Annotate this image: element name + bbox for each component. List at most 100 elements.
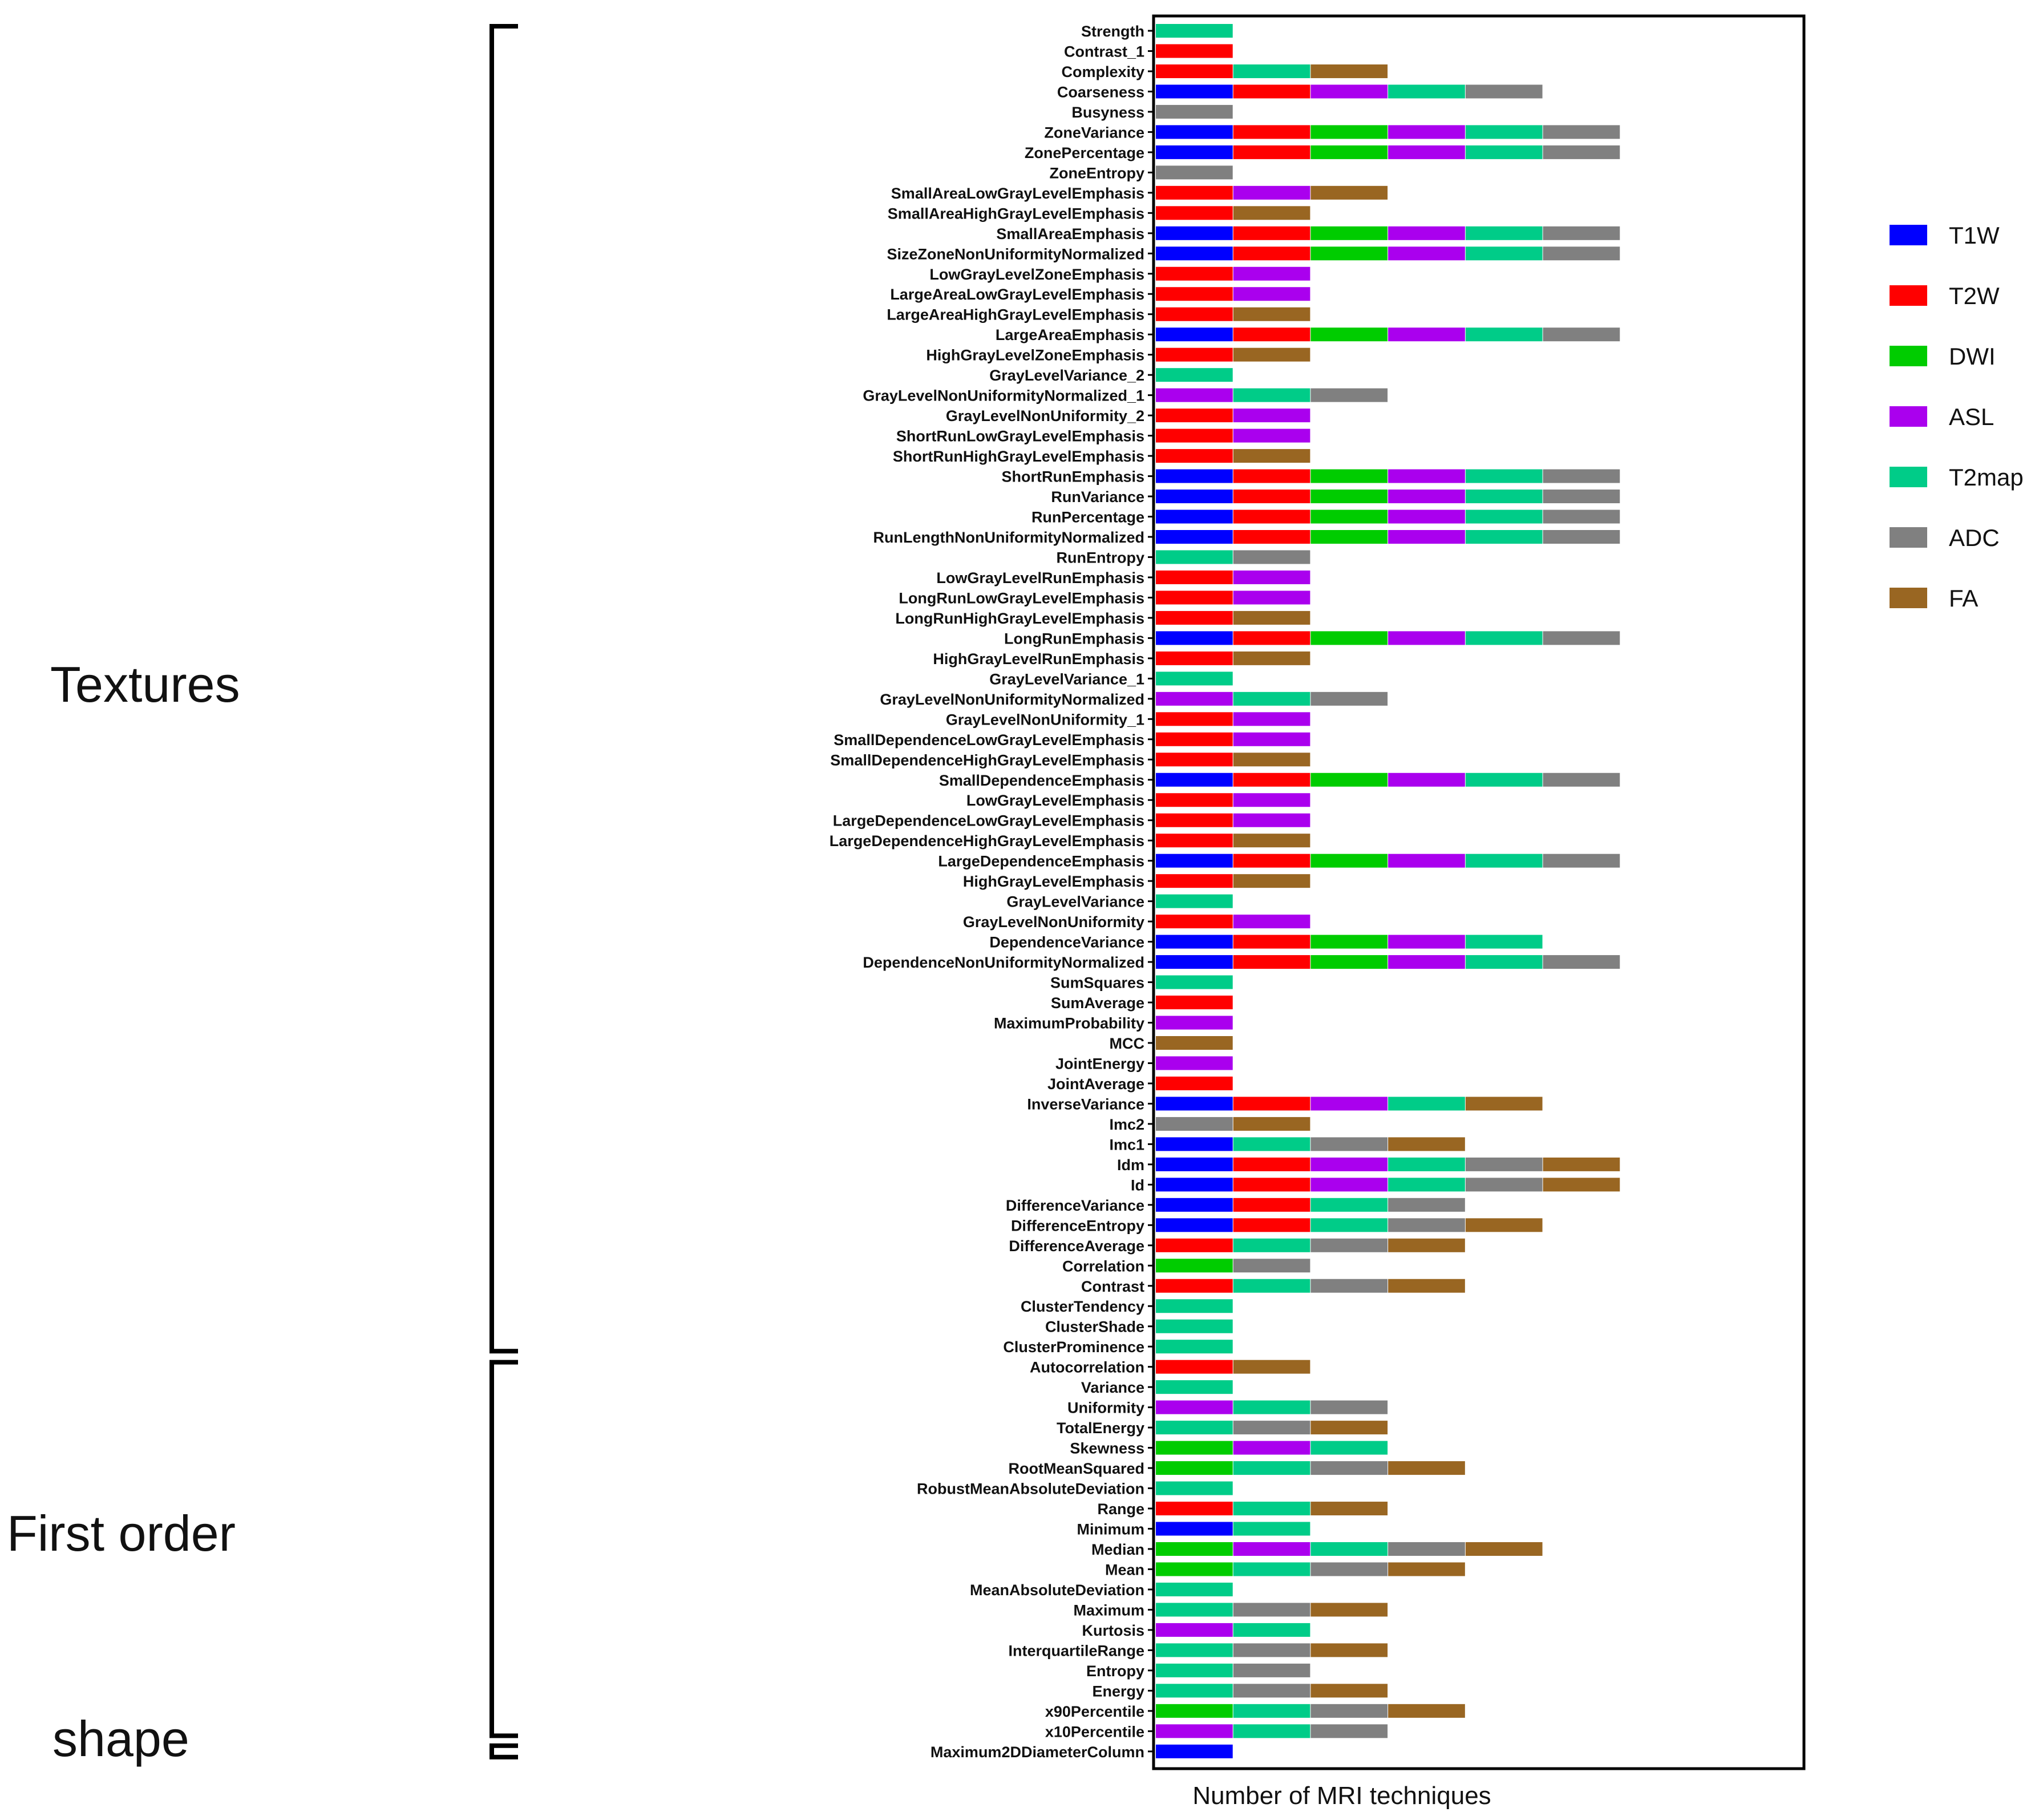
bar-segment-asl (1156, 1056, 1233, 1070)
bar-segment-t1w (1156, 530, 1233, 544)
bar-segment-t2map (1156, 1643, 1233, 1657)
bar-segment-t1w (1156, 773, 1233, 787)
group-brackets: Textures First order shape (7, 24, 518, 1767)
bar-segment-t2map (1233, 1137, 1310, 1151)
feature-label: SumAverage (1051, 994, 1144, 1012)
bar-segment-t2w (1233, 509, 1310, 524)
bar-segment-t2map (1156, 24, 1233, 38)
feature-label: SizeZoneNonUniformityNormalized (887, 245, 1144, 262)
feature-label: TotalEnergy (1057, 1419, 1144, 1437)
feature-label: DependenceVariance (989, 934, 1144, 951)
bar-segment-asl (1233, 813, 1310, 827)
bar-segment-t2map (1156, 894, 1233, 908)
bar-segment-asl (1233, 266, 1310, 281)
bar-segment-t2w (1233, 854, 1310, 868)
bar-segment-t2map (1233, 64, 1310, 78)
feature-label: Median (1091, 1541, 1144, 1558)
bar-segment-adc (1233, 550, 1310, 564)
feature-label: Minimum (1077, 1521, 1145, 1538)
bar-segment-asl (1388, 854, 1465, 868)
feature-label: InterquartileRange (1008, 1642, 1144, 1659)
bar-segment-t2map (1156, 975, 1233, 989)
feature-label: Correlation (1062, 1257, 1144, 1275)
bar-segment-dwi (1310, 125, 1388, 139)
bar-segment-dwi (1156, 1259, 1233, 1273)
bar-segment-asl (1388, 773, 1465, 787)
bar-segment-fa (1233, 834, 1310, 848)
bar-segment-fa (1388, 1279, 1465, 1293)
bar-segment-t2w (1156, 1279, 1233, 1293)
legend: T1W T2W DWI ASL T2map ADC FA (1890, 222, 2024, 612)
bar-segment-asl (1233, 570, 1310, 584)
bar-segment-asl (1310, 1157, 1388, 1171)
legend-swatch-t1w (1890, 225, 1927, 245)
bar-segment-t2map (1388, 84, 1465, 99)
bar-segment-t1w (1156, 1178, 1233, 1192)
bar-segment-dwi (1156, 1704, 1233, 1718)
bar-segment-t2map (1388, 1097, 1465, 1111)
feature-label: GrayLevelNonUniformity_1 (946, 711, 1144, 728)
bar-segment-t2w (1233, 1218, 1310, 1232)
bar-segment-t2map (1233, 1724, 1310, 1738)
bar-segment-fa (1233, 753, 1310, 767)
feature-label: LongRunHighGrayLevelEmphasis (895, 610, 1144, 627)
bar-segment-t2map (1310, 1198, 1388, 1212)
bar-segment-fa (1233, 347, 1310, 362)
bar-segment-t2map (1233, 1238, 1310, 1252)
bar-segment-t1w (1156, 1157, 1233, 1171)
feature-label: Maximum (1073, 1601, 1144, 1619)
bar-segment-fa (1388, 1137, 1465, 1151)
bar-segment-t2map (1156, 1380, 1233, 1394)
bar-segment-adc (1465, 84, 1543, 99)
bar-segment-t2w (1156, 449, 1233, 463)
bar-segment-fa (1543, 1157, 1620, 1171)
bar-segment-t2map (1156, 368, 1233, 382)
bar-segment-t2map (1156, 1663, 1233, 1677)
bar-segment-t2map (1233, 388, 1310, 402)
feature-label: MCC (1110, 1035, 1145, 1052)
bar-segment-t1w (1156, 469, 1233, 483)
bar-segment-adc (1543, 145, 1620, 159)
bar-segment-adc (1543, 226, 1620, 240)
bar-segment-fa (1310, 1643, 1388, 1657)
bar-segment-asl (1156, 388, 1233, 402)
feature-label: RootMeanSquared (1008, 1460, 1144, 1477)
feature-label: GrayLevelNonUniformityNormalized (880, 691, 1144, 708)
legend-label: DWI (1949, 343, 1996, 370)
feature-label: Entropy (1086, 1663, 1144, 1680)
feature-label: Complexity (1061, 63, 1144, 80)
feature-label: LargeAreaHighGrayLevelEmphasis (887, 306, 1144, 323)
feature-label: SmallAreaHighGrayLevelEmphasis (888, 205, 1144, 222)
bar-segment-t2map (1233, 1562, 1310, 1576)
bar-segment-adc (1543, 327, 1620, 342)
bar-segment-asl (1233, 428, 1310, 443)
bar-segment-dwi (1310, 145, 1388, 159)
bar-segment-t2w (1233, 84, 1310, 99)
feature-label: DependenceNonUniformityNormalized (863, 954, 1144, 971)
bar-segment-t1w (1156, 1744, 1233, 1758)
bar-segment-t2w (1156, 64, 1233, 78)
bar-segment-adc (1310, 1400, 1388, 1414)
legend-swatch-t2w (1890, 285, 1927, 306)
feature-label: LargeAreaEmphasis (996, 326, 1144, 343)
bar-segment-t2map (1233, 1704, 1310, 1718)
bar-segment-t2w (1156, 874, 1233, 888)
legend-label: ASL (1949, 403, 1994, 430)
feature-label: InverseVariance (1027, 1095, 1144, 1113)
bar-segment-dwi (1310, 327, 1388, 342)
feature-label: Variance (1081, 1379, 1144, 1396)
bar-segment-t2w (1156, 409, 1233, 423)
bar-segment-adc (1465, 1157, 1543, 1171)
bar-segment-t2w (1233, 955, 1310, 969)
bar-segment-adc (1543, 509, 1620, 524)
bar-segment-adc (1156, 1117, 1233, 1131)
feature-label: LongRunEmphasis (1004, 630, 1144, 647)
bar-segment-adc (1543, 631, 1620, 645)
x-axis-label: Number of MRI techniques (1192, 1782, 1491, 1810)
bar-segment-t2map (1156, 1299, 1233, 1313)
legend-swatch-adc (1890, 527, 1927, 548)
bar-segment-asl (1388, 145, 1465, 159)
feature-labels: Strength Contrast_1 Complexity Coarseness Bu… (830, 23, 1154, 1761)
bar-segment-t2map (1310, 1542, 1388, 1556)
bar-segment-asl (1388, 469, 1465, 483)
